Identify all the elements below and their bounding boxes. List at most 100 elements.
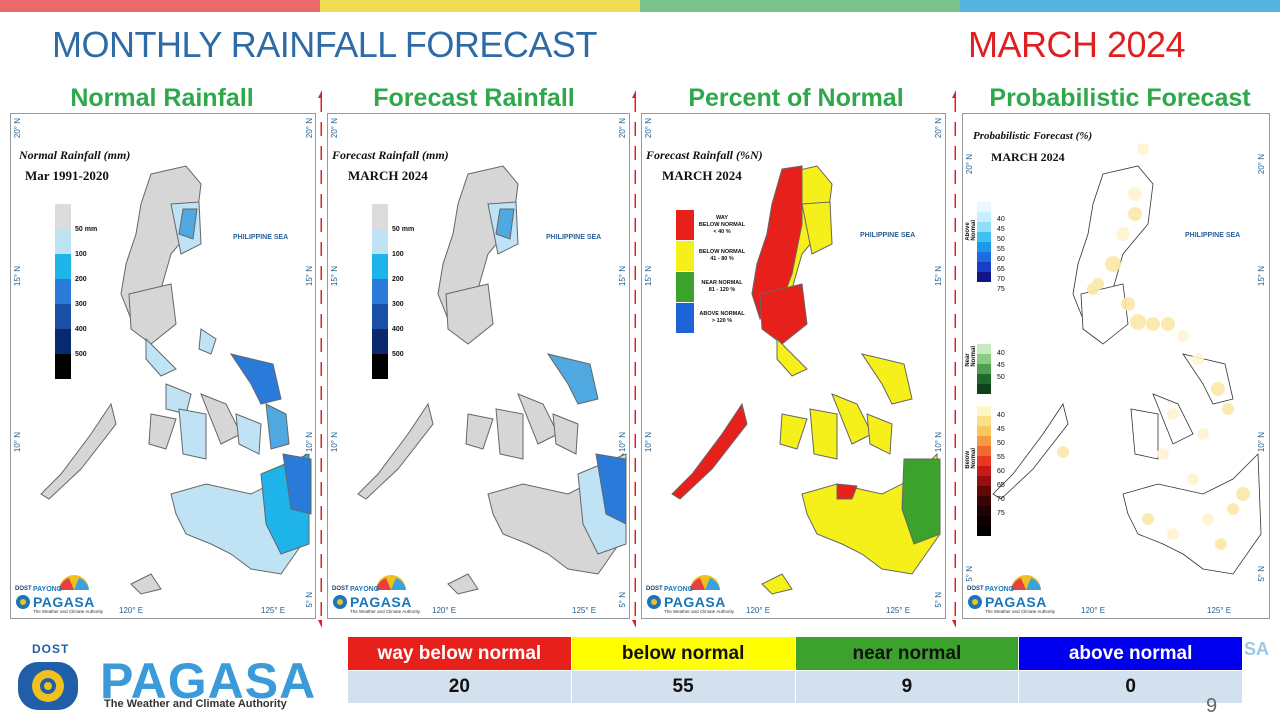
lon-label: 120° E [1081, 606, 1106, 615]
lat-label: 15° N [1257, 266, 1266, 287]
map-panel-forecast: 20° N 15° N 10° N 20° N 15° N 10° N 5° N… [327, 113, 630, 619]
map-panel-probabilistic: 20° N 5° N 20° N 15° N 10° N 5° N 120° E… [962, 113, 1270, 619]
top-bar-segment [960, 0, 1280, 12]
top-bar-segment [0, 0, 320, 12]
summary-cat-below: below normal [570, 636, 796, 671]
summary-cat-above: above normal [1018, 636, 1243, 671]
lat-label: 15° N [13, 266, 22, 287]
summary-count-above: 0 [1018, 670, 1243, 704]
panel-divider [632, 90, 636, 628]
philippines-map [357, 165, 627, 595]
pagasa-seal-icon [968, 595, 982, 609]
summary-count-below: 55 [570, 670, 796, 704]
panel-title-forecast: Forecast Rainfall [373, 84, 575, 112]
map-subcaption: MARCH 2024 [348, 168, 428, 183]
lat-label: 15° N [305, 266, 314, 287]
summary-header-row: way below normal below normal near norma… [347, 636, 1243, 671]
payong-pagasa-logo: DOST PAYONG PAGASA The Weather and Clima… [965, 572, 1055, 618]
lat-label: 5° N [1257, 566, 1266, 582]
category-summary-table: way below normal below normal near norma… [347, 636, 1243, 704]
lat-label: 20° N [330, 118, 339, 139]
panel-title-normal: Normal Rainfall [70, 84, 254, 112]
lat-label: 20° N [305, 118, 314, 139]
map-caption: Probabilistic Forecast (%) [973, 130, 1093, 142]
rainfall-legend [372, 204, 388, 379]
panel-divider [318, 90, 322, 628]
pagasa-tagline: The Weather and Climate Authority [104, 698, 287, 710]
umbrella-icon [59, 575, 89, 590]
panel-title-probabilistic: Probabilistic Forecast [989, 84, 1251, 112]
summary-count-near: 9 [794, 670, 1020, 704]
legend-above: ABOVE NORMAL > 120 % [676, 303, 750, 333]
lon-label: 120° E [746, 606, 771, 615]
payong-pagasa-logo: DOST PAYONG PAGASA The Weather and Clima… [644, 572, 734, 618]
panel-title-percent: Percent of Normal [688, 84, 904, 112]
philippines-map [992, 143, 1262, 575]
lon-label: 125° E [1207, 606, 1232, 615]
lat-label: 20° N [644, 118, 653, 139]
summary-cat-way-below: way below normal [347, 636, 572, 671]
pagasa-seal-icon [333, 595, 347, 609]
summary-values-row: 20 55 9 0 [347, 670, 1243, 704]
lon-label: 125° E [886, 606, 911, 615]
lat-label: 15° N [934, 266, 943, 287]
pagasa-logo: DOST PAGASA The Weather and Climate Auth… [12, 640, 315, 716]
pagasa-seal-icon [18, 662, 78, 710]
sea-label: PHILIPPINE SEA [546, 234, 602, 241]
map-caption: Forecast Rainfall (mm) [332, 148, 449, 162]
lat-label: 5° N [934, 592, 943, 608]
lon-label: 120° E [432, 606, 457, 615]
lat-label: 15° N [618, 266, 627, 287]
top-bar-segment [640, 0, 960, 12]
pagasa-wordmark: PAGASA [100, 653, 317, 709]
lat-label: 10° N [13, 432, 22, 453]
category-legend: WAY BELOW NORMAL < 40 % BELOW NORMAL 41 - 8… [676, 210, 750, 334]
umbrella-icon [1011, 575, 1041, 590]
panel-divider [952, 90, 956, 628]
rainfall-legend [55, 204, 71, 379]
legend-below: BELOW NORMAL 41 - 80 % [676, 241, 750, 271]
lat-label: 10° N [1257, 432, 1266, 453]
legend-near: NEAR NORMAL 81 - 120 % [676, 272, 750, 302]
watermark-logo: SA [1244, 639, 1270, 659]
lon-label: 125° E [572, 606, 597, 615]
lat-label: 20° N [965, 154, 974, 175]
top-bar-segment [320, 0, 640, 12]
payong-pagasa-logo: DOST PAYONG PAGASA The Weather and Clima… [330, 572, 420, 618]
legend-way-below: WAY BELOW NORMAL < 40 % [676, 210, 750, 240]
lat-label: 5° N [305, 592, 314, 608]
dost-label: DOST [32, 642, 70, 656]
lon-label: 120° E [119, 606, 144, 615]
pagasa-seal-icon [16, 595, 30, 609]
philippines-map [40, 165, 312, 595]
lat-label: 15° N [644, 266, 653, 287]
map-panel-percent: 20° N 15° N 10° N 20° N 15° N 10° N 5° N… [641, 113, 946, 619]
sea-label: PHILIPPINE SEA [1185, 232, 1241, 239]
map-subcaption: MARCH 2024 [991, 150, 1065, 164]
lat-label: 20° N [13, 118, 22, 139]
lat-label: 20° N [618, 118, 627, 139]
umbrella-icon [690, 575, 720, 590]
summary-cat-near: near normal [794, 636, 1020, 671]
lat-label: 10° N [330, 432, 339, 453]
umbrella-icon [376, 575, 406, 590]
top-color-bar [0, 0, 1280, 12]
lat-label: 20° N [934, 118, 943, 139]
map-caption: Normal Rainfall (mm) [19, 148, 131, 162]
map-panel-normal: 20° N 15° N 10° N 20° N 15° N 10° N 5° N… [10, 113, 316, 619]
lat-label: 10° N [934, 432, 943, 453]
map-caption: Forecast Rainfall (%N) [646, 148, 763, 162]
forecast-month: MARCH 2024 [968, 24, 1186, 65]
slide-title: MONTHLY RAINFALL FORECAST [52, 24, 597, 65]
page-number: 9 [1206, 695, 1218, 717]
sea-label: PHILIPPINE SEA [233, 234, 289, 241]
lat-label: 5° N [618, 592, 627, 608]
payong-pagasa-logo: DOST PAYONG PAGASA The Weather and Clima… [13, 572, 103, 618]
map-subcaption: MARCH 2024 [662, 168, 742, 183]
pagasa-seal-icon [647, 595, 661, 609]
lat-label: 20° N [1257, 154, 1266, 175]
map-subcaption: Mar 1991-2020 [25, 168, 109, 183]
philippines-map [671, 165, 941, 595]
lat-label: 10° N [305, 432, 314, 453]
lat-label: 15° N [330, 266, 339, 287]
